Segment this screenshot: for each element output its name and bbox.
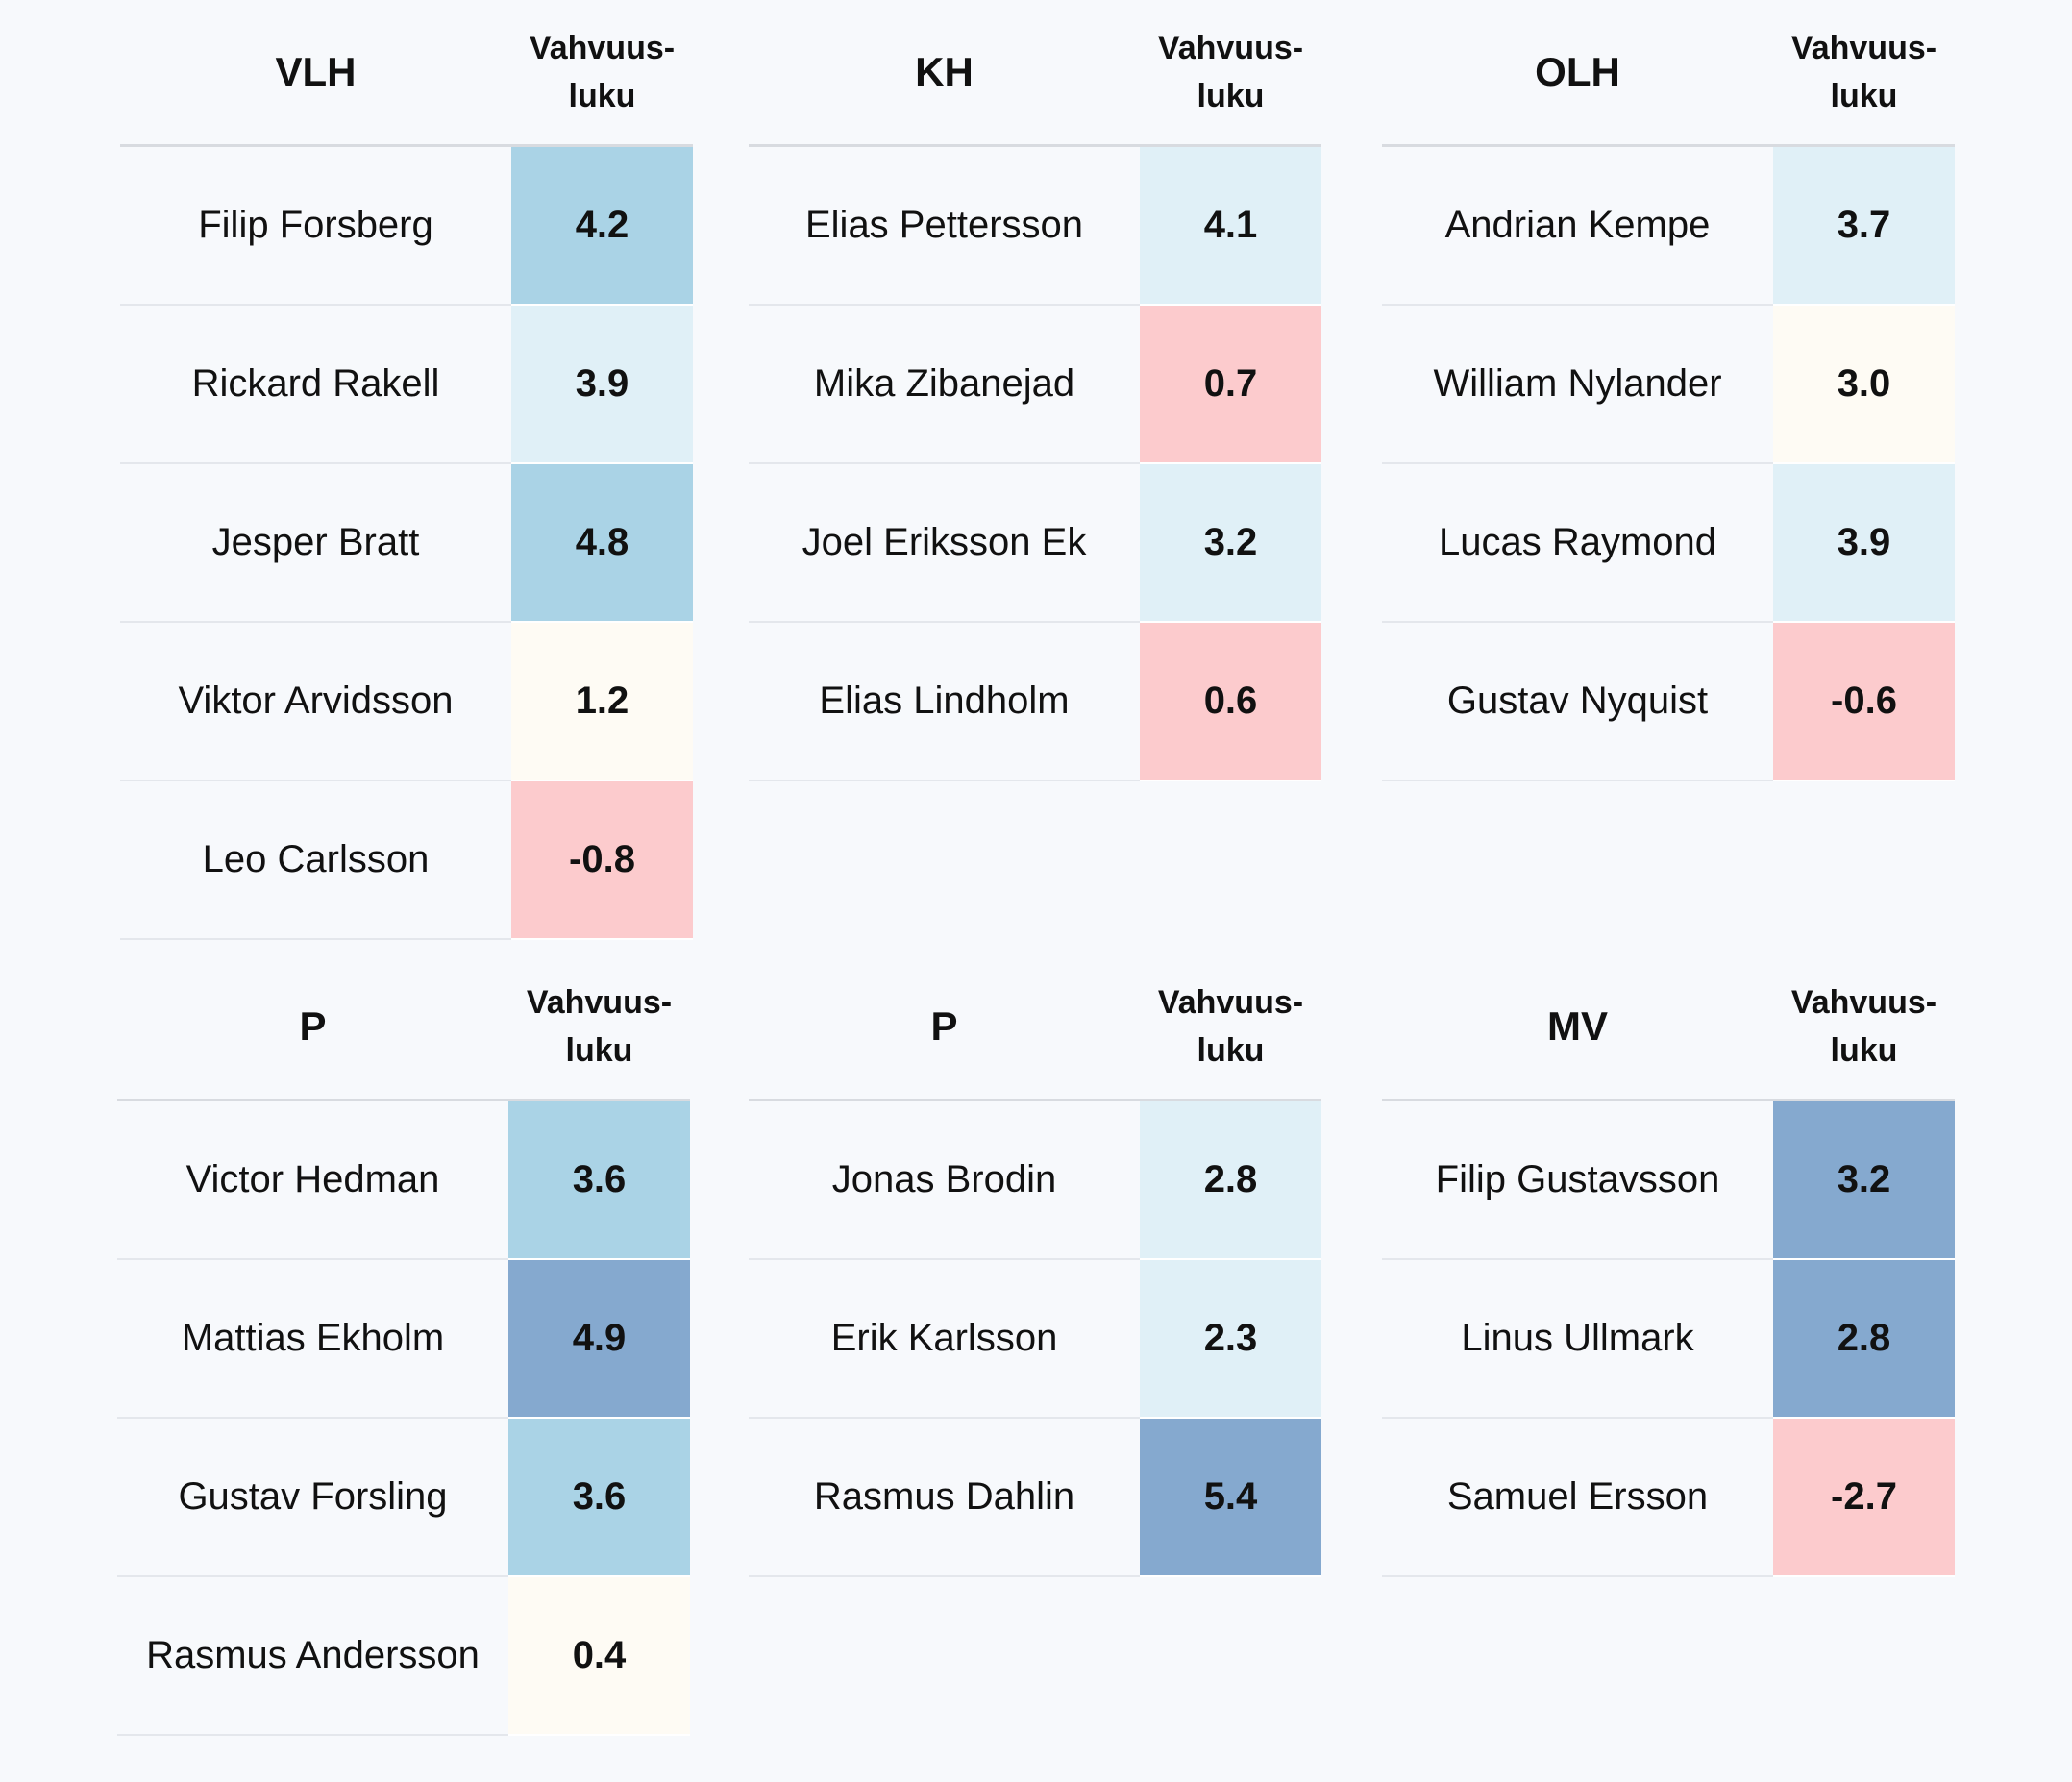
player-name: Gustav Forsling xyxy=(117,1418,508,1577)
player-name: Rasmus Andersson xyxy=(117,1576,508,1736)
player-row: Jonas Brodin 2.8 xyxy=(749,1100,1321,1260)
rating-value: 0.7 xyxy=(1140,305,1321,464)
rating-value: 3.6 xyxy=(508,1100,690,1260)
player-row: Rickard Rakell 3.9 xyxy=(120,305,693,464)
player-name: Leo Carlsson xyxy=(120,780,511,940)
rating-value: 0.6 xyxy=(1140,622,1321,781)
player-name: Erik Karlsson xyxy=(749,1259,1140,1419)
player-name: Filip Forsberg xyxy=(120,145,511,306)
player-name: Jesper Bratt xyxy=(120,463,511,623)
player-name: William Nylander xyxy=(1382,305,1773,464)
position-header: VLH xyxy=(120,0,511,147)
rating-header: Vahvuus-luku xyxy=(1140,954,1321,1101)
position-header: OLH xyxy=(1382,0,1773,147)
position-table-kh: KH Vahvuus-luku Elias Pettersson 4.1 Mika … xyxy=(749,0,1321,781)
rating-value: 4.1 xyxy=(1140,145,1321,306)
player-row: Rasmus Andersson 0.4 xyxy=(117,1576,690,1736)
player-row: Andrian Kempe 3.7 xyxy=(1382,145,1955,306)
player-name: Elias Pettersson xyxy=(749,145,1140,306)
position-table-mv: MV Vahvuus-luku Filip Gustavsson 3.2 Linus… xyxy=(1382,954,1955,1577)
player-row: Victor Hedman 3.6 xyxy=(117,1100,690,1260)
rating-value: 3.9 xyxy=(511,305,693,464)
position-table-vlh: VLH Vahvuus-luku Filip Forsberg 4.2 Rickar… xyxy=(120,0,693,940)
rating-value: -0.8 xyxy=(511,780,693,940)
rating-value: 5.4 xyxy=(1140,1418,1321,1577)
player-name: Jonas Brodin xyxy=(749,1100,1140,1260)
player-row: Mattias Ekholm 4.9 xyxy=(117,1259,690,1419)
rating-value: 2.8 xyxy=(1140,1100,1321,1260)
player-name: Viktor Arvidsson xyxy=(120,622,511,781)
player-row: Mika Zibanejad 0.7 xyxy=(749,305,1321,464)
rating-value: 4.9 xyxy=(508,1259,690,1419)
player-row: Filip Forsberg 4.2 xyxy=(120,145,693,306)
player-row: Samuel Ersson -2.7 xyxy=(1382,1418,1955,1577)
rating-value: 3.0 xyxy=(1773,305,1955,464)
player-row: Erik Karlsson 2.3 xyxy=(749,1259,1321,1419)
player-row: Elias Pettersson 4.1 xyxy=(749,145,1321,306)
rating-value: 3.7 xyxy=(1773,145,1955,306)
player-name: Rasmus Dahlin xyxy=(749,1418,1140,1577)
rating-value: 1.2 xyxy=(511,622,693,781)
rating-value: 4.2 xyxy=(511,145,693,306)
rating-value: 3.6 xyxy=(508,1418,690,1577)
player-row: Joel Eriksson Ek 3.2 xyxy=(749,463,1321,623)
position-header: P xyxy=(117,954,508,1101)
position-table-p-right: P Vahvuus-luku Jonas Brodin 2.8 Erik Karls… xyxy=(749,954,1321,1577)
player-name: Mika Zibanejad xyxy=(749,305,1140,464)
rating-value: 3.2 xyxy=(1140,463,1321,623)
position-header: KH xyxy=(749,0,1140,147)
player-row: William Nylander 3.0 xyxy=(1382,305,1955,464)
rating-value: 3.2 xyxy=(1773,1100,1955,1260)
player-name: Lucas Raymond xyxy=(1382,463,1773,623)
position-table-olh: OLH Vahvuus-luku Andrian Kempe 3.7 William… xyxy=(1382,0,1955,781)
player-row: Gustav Forsling 3.6 xyxy=(117,1418,690,1577)
player-name: Mattias Ekholm xyxy=(117,1259,508,1419)
rating-header: Vahvuus-luku xyxy=(1773,954,1955,1101)
player-name: Linus Ullmark xyxy=(1382,1259,1773,1419)
player-name: Elias Lindholm xyxy=(749,622,1140,781)
rating-value: 2.8 xyxy=(1773,1259,1955,1419)
player-row: Jesper Bratt 4.8 xyxy=(120,463,693,623)
rating-value: -2.7 xyxy=(1773,1418,1955,1577)
position-header: P xyxy=(749,954,1140,1101)
player-row: Rasmus Dahlin 5.4 xyxy=(749,1418,1321,1577)
position-table-p-left: P Vahvuus-luku Victor Hedman 3.6 Mattias E… xyxy=(117,954,690,1736)
player-row: Filip Gustavsson 3.2 xyxy=(1382,1100,1955,1260)
player-row: Linus Ullmark 2.8 xyxy=(1382,1259,1955,1419)
rating-value: 0.4 xyxy=(508,1576,690,1736)
rating-header: Vahvuus-luku xyxy=(508,954,690,1101)
player-name: Rickard Rakell xyxy=(120,305,511,464)
player-name: Samuel Ersson xyxy=(1382,1418,1773,1577)
player-name: Filip Gustavsson xyxy=(1382,1100,1773,1260)
position-header: MV xyxy=(1382,954,1773,1101)
rating-header: Vahvuus-luku xyxy=(511,0,693,147)
player-row: Leo Carlsson -0.8 xyxy=(120,780,693,940)
player-row: Viktor Arvidsson 1.2 xyxy=(120,622,693,781)
rating-value: 2.3 xyxy=(1140,1259,1321,1419)
player-row: Gustav Nyquist -0.6 xyxy=(1382,622,1955,781)
rating-header: Vahvuus-luku xyxy=(1140,0,1321,147)
rating-value: 4.8 xyxy=(511,463,693,623)
player-name: Victor Hedman xyxy=(117,1100,508,1260)
player-row: Elias Lindholm 0.6 xyxy=(749,622,1321,781)
rating-value: -0.6 xyxy=(1773,622,1955,781)
player-row: Lucas Raymond 3.9 xyxy=(1382,463,1955,623)
rating-value: 3.9 xyxy=(1773,463,1955,623)
player-name: Andrian Kempe xyxy=(1382,145,1773,306)
player-name: Joel Eriksson Ek xyxy=(749,463,1140,623)
player-name: Gustav Nyquist xyxy=(1382,622,1773,781)
rating-header: Vahvuus-luku xyxy=(1773,0,1955,147)
